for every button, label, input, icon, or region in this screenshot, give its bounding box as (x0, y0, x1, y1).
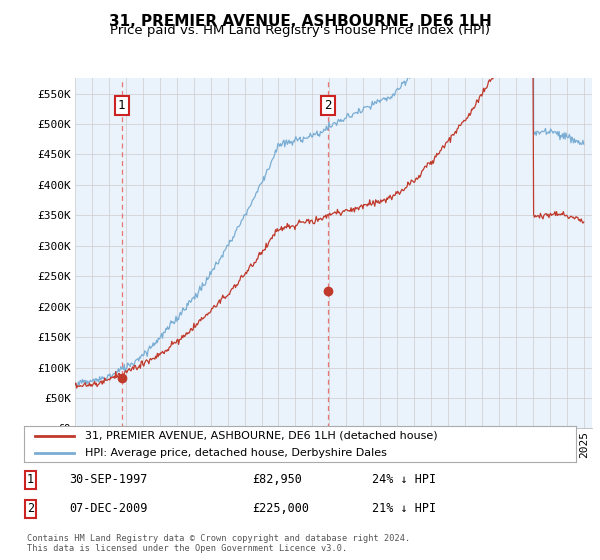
Text: Contains HM Land Registry data © Crown copyright and database right 2024.
This d: Contains HM Land Registry data © Crown c… (27, 534, 410, 553)
Text: 2: 2 (324, 99, 332, 113)
Text: £82,950: £82,950 (252, 473, 302, 486)
Text: 31, PREMIER AVENUE, ASHBOURNE, DE6 1LH: 31, PREMIER AVENUE, ASHBOURNE, DE6 1LH (109, 14, 491, 29)
Text: 1: 1 (27, 473, 34, 486)
Text: 30-SEP-1997: 30-SEP-1997 (69, 473, 148, 486)
Text: £225,000: £225,000 (252, 502, 309, 515)
Text: 1: 1 (118, 99, 125, 113)
Text: 31, PREMIER AVENUE, ASHBOURNE, DE6 1LH (detached house): 31, PREMIER AVENUE, ASHBOURNE, DE6 1LH (… (85, 431, 437, 441)
Text: Price paid vs. HM Land Registry's House Price Index (HPI): Price paid vs. HM Land Registry's House … (110, 24, 490, 37)
Text: HPI: Average price, detached house, Derbyshire Dales: HPI: Average price, detached house, Derb… (85, 448, 386, 458)
Text: 21% ↓ HPI: 21% ↓ HPI (372, 502, 436, 515)
Text: 24% ↓ HPI: 24% ↓ HPI (372, 473, 436, 486)
Text: 07-DEC-2009: 07-DEC-2009 (69, 502, 148, 515)
Text: 2: 2 (27, 502, 34, 515)
